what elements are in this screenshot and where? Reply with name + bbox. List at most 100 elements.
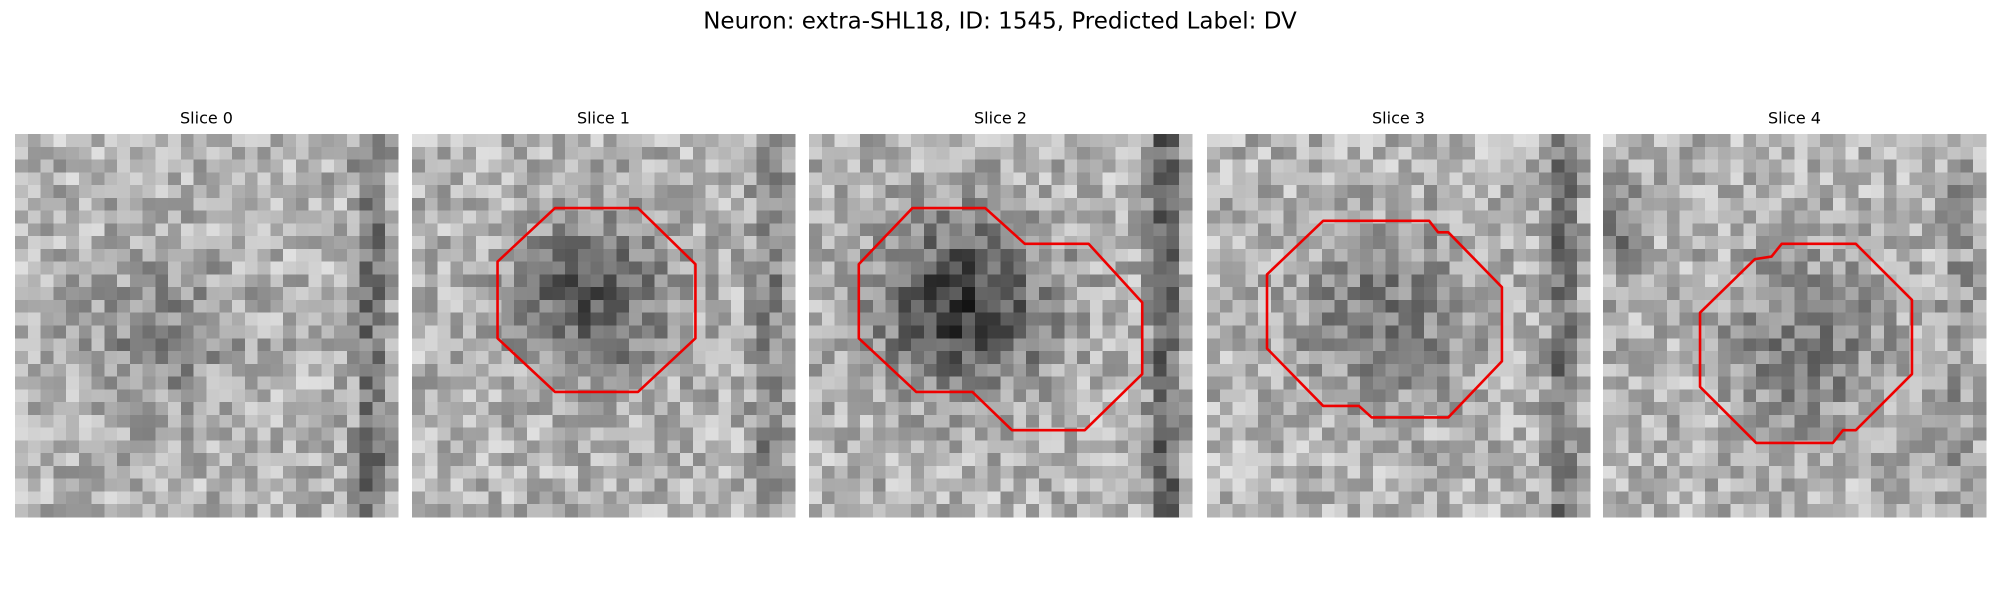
pixel <box>1372 261 1387 276</box>
pixel <box>334 351 348 365</box>
pixel <box>1526 465 1540 480</box>
pixel <box>1013 363 1027 378</box>
pixel <box>1743 478 1757 493</box>
pixel <box>270 453 284 467</box>
pixel <box>1115 299 1129 314</box>
pixel <box>1347 453 1361 467</box>
pixel <box>1730 338 1745 352</box>
pixel <box>488 236 502 250</box>
pixel <box>1026 274 1040 288</box>
pixel <box>346 338 361 352</box>
pixel <box>1372 146 1387 161</box>
pixel <box>1398 134 1412 148</box>
pixel <box>616 402 630 416</box>
pixel <box>1398 325 1412 339</box>
pixel <box>206 504 220 518</box>
pixel <box>1526 414 1540 429</box>
pixel <box>1334 287 1349 301</box>
pixel <box>1807 338 1821 352</box>
pixel <box>1026 465 1040 480</box>
pixel <box>1832 185 1847 199</box>
pixel <box>295 376 310 390</box>
pixel <box>1513 338 1527 352</box>
pixel <box>1717 402 1732 416</box>
pixel <box>1334 402 1349 416</box>
pixel <box>1526 478 1540 493</box>
pixel <box>1743 504 1757 518</box>
pixel <box>667 376 681 390</box>
pixel <box>385 465 399 480</box>
pixel <box>1115 197 1129 212</box>
pixel <box>1475 274 1489 288</box>
pixel <box>1475 223 1489 237</box>
pixel <box>1475 427 1489 441</box>
pixel <box>1487 351 1502 365</box>
pixel <box>565 134 579 148</box>
pixel <box>911 504 925 518</box>
pixel <box>1347 491 1361 505</box>
pixel <box>1692 261 1706 276</box>
pixel <box>616 134 630 148</box>
pixel <box>475 440 490 454</box>
pixel <box>1692 146 1706 161</box>
pixel <box>872 248 887 263</box>
pixel <box>283 197 297 212</box>
pixel <box>1372 236 1387 250</box>
pixel <box>168 185 182 199</box>
pixel <box>898 146 912 161</box>
pixel <box>78 465 93 480</box>
pixel <box>53 248 67 263</box>
pixel <box>1449 427 1463 441</box>
pixel <box>1064 299 1078 314</box>
pixel <box>1219 389 1234 403</box>
pixel <box>1960 504 1974 518</box>
contour-group <box>498 208 696 392</box>
pixel <box>40 146 54 161</box>
pixel <box>1679 210 1693 224</box>
pixel <box>78 402 93 416</box>
pixel <box>104 287 118 301</box>
pixel <box>1973 491 1987 505</box>
pixel <box>1513 172 1527 186</box>
pixel <box>936 402 951 416</box>
pixel <box>1603 223 1617 237</box>
pixel <box>219 299 233 314</box>
pixel <box>667 389 681 403</box>
pixel <box>488 185 502 199</box>
pixel <box>1424 287 1438 301</box>
pixel <box>1577 402 1591 416</box>
pixel <box>1500 210 1514 224</box>
pixel <box>1654 172 1668 186</box>
pixel <box>1385 465 1400 480</box>
pixel <box>1000 287 1014 301</box>
pixel <box>885 504 899 518</box>
pixel <box>142 274 157 288</box>
pixel <box>1513 236 1527 250</box>
pixel <box>1500 274 1514 288</box>
pixel <box>526 376 541 390</box>
pixel <box>1102 402 1116 416</box>
pixel <box>629 159 643 173</box>
pixel <box>308 414 322 429</box>
pixel <box>1705 312 1719 327</box>
pixel <box>1166 402 1180 416</box>
pixel <box>359 172 374 186</box>
pixel <box>257 223 271 237</box>
pixel <box>834 287 848 301</box>
pixel <box>1794 338 1808 352</box>
pixel <box>1385 172 1400 186</box>
pixel <box>1807 185 1821 199</box>
pixel <box>1960 402 1974 416</box>
pixel <box>53 338 67 352</box>
pixel <box>809 351 823 365</box>
pixel <box>821 491 836 505</box>
pixel <box>1922 185 1936 199</box>
pixel <box>1538 223 1553 237</box>
pixel <box>1245 312 1259 327</box>
pixel <box>872 376 887 390</box>
pixel <box>731 491 745 505</box>
pixel <box>1756 197 1770 212</box>
pixel <box>412 351 426 365</box>
pixel <box>949 274 963 288</box>
pixel <box>180 440 195 454</box>
